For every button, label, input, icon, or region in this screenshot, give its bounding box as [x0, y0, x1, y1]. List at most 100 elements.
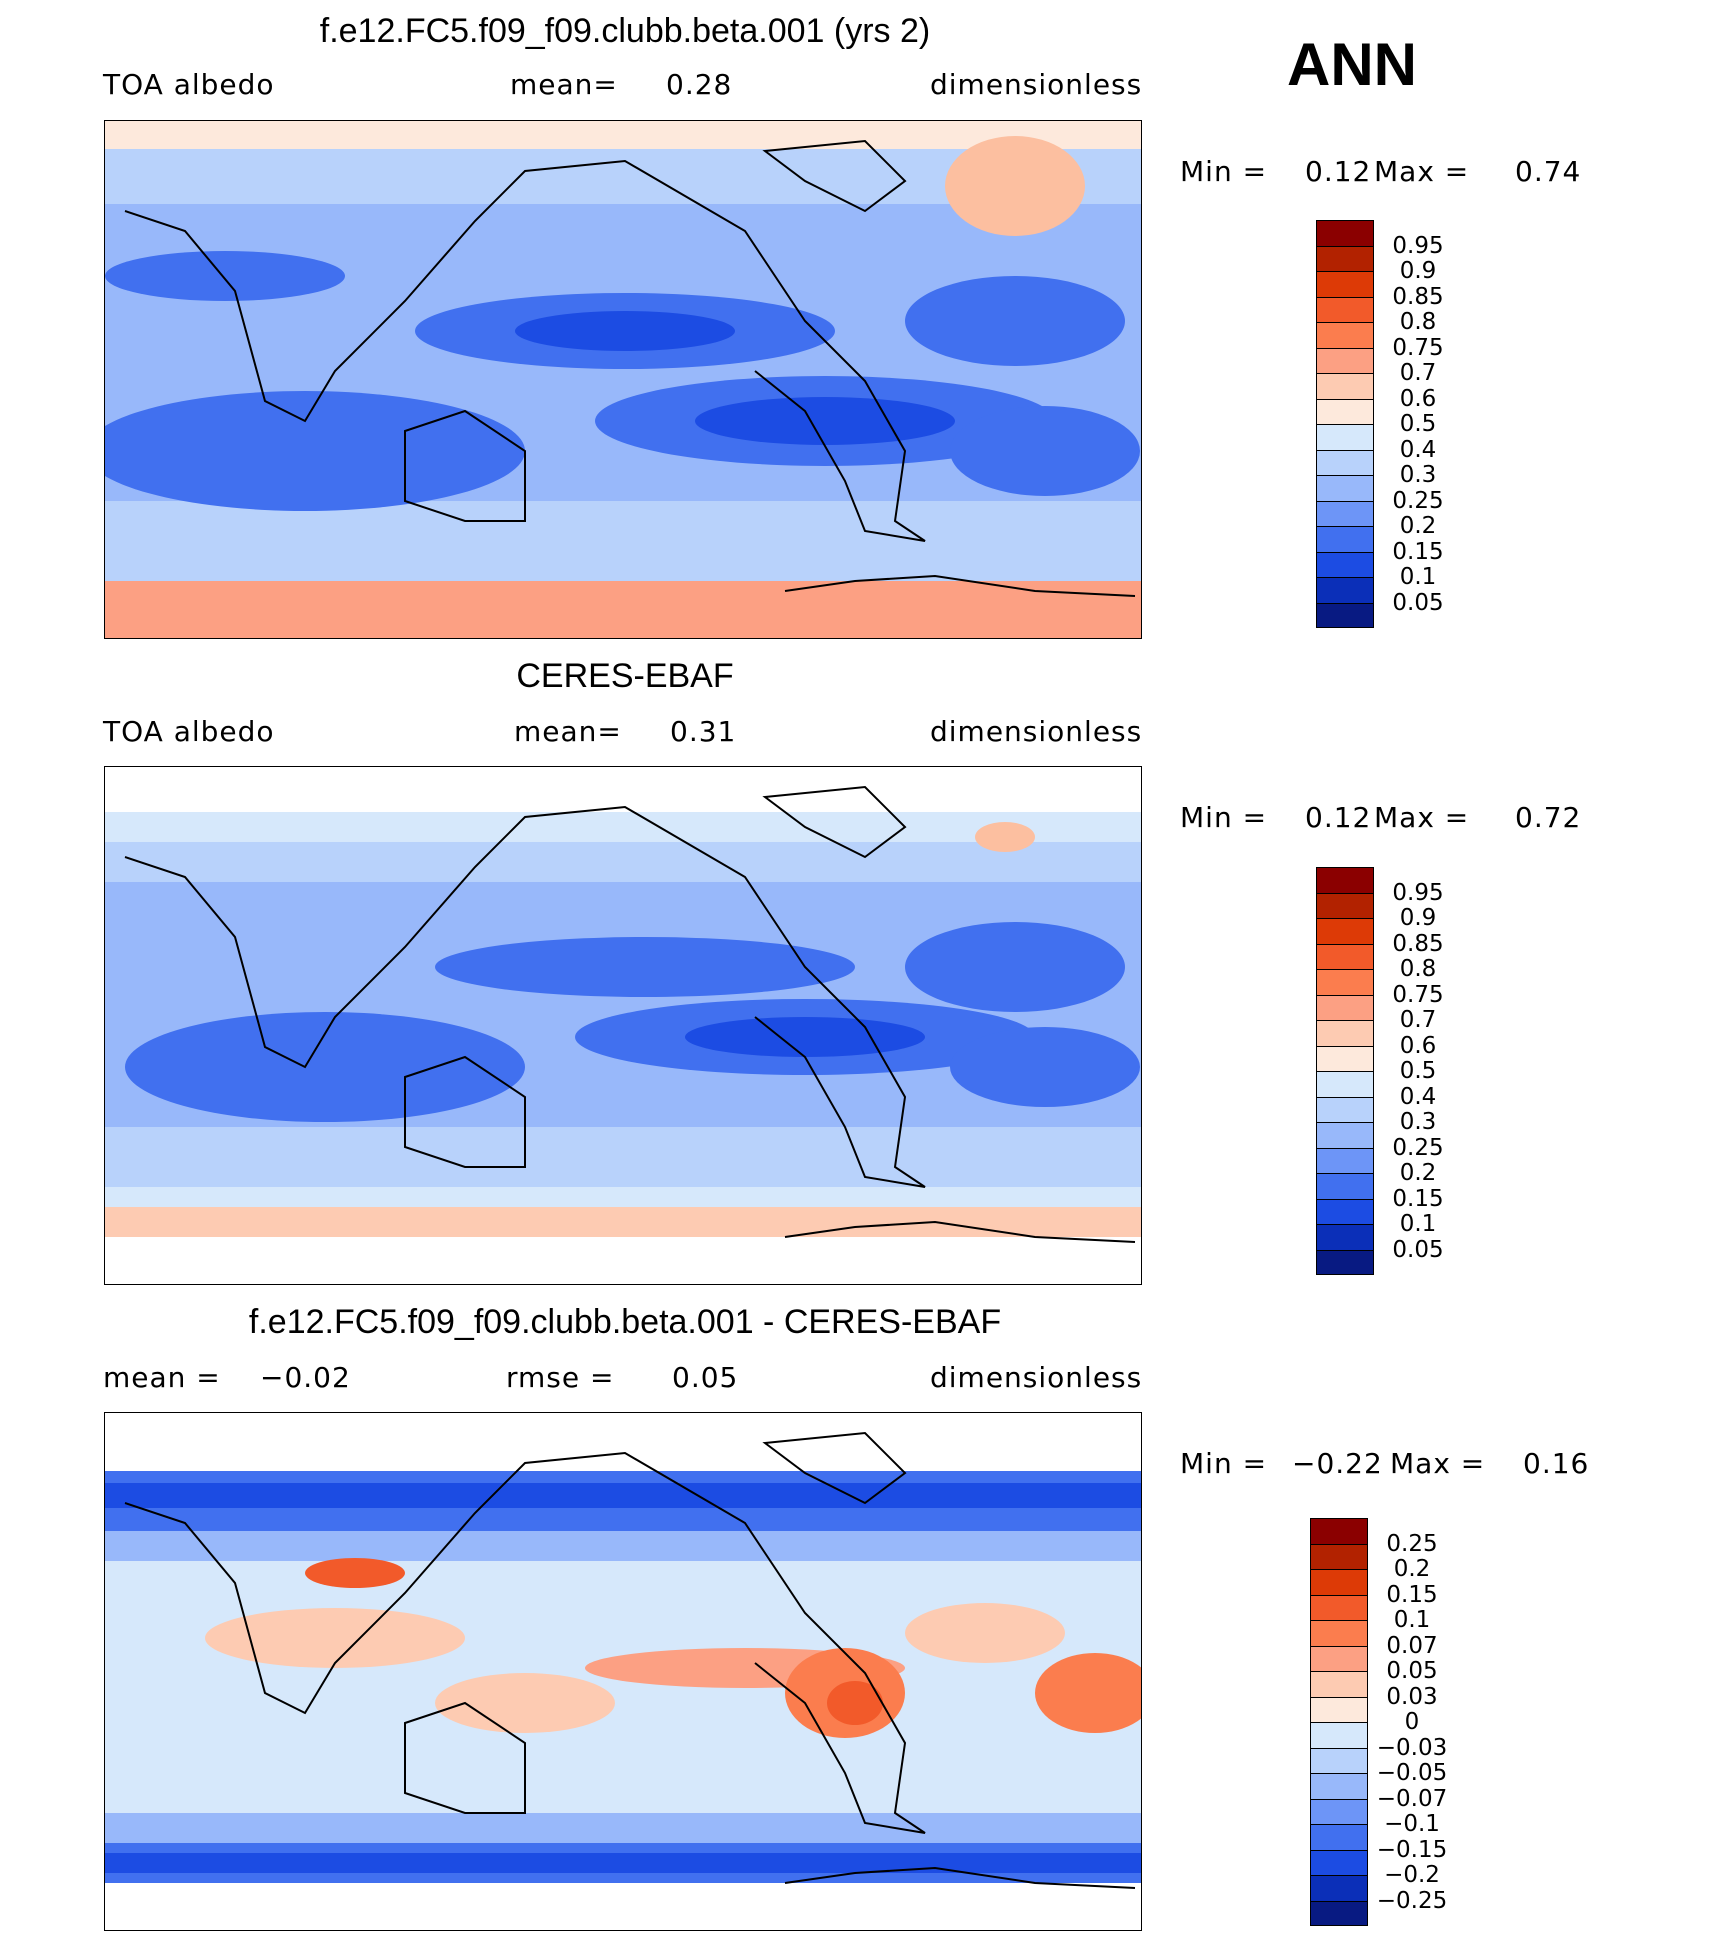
colorbar-tick-label: 0.85 — [1392, 283, 1444, 310]
panel1-min-label: Min = — [1180, 155, 1268, 188]
colorbar-tick-label: 0.6 — [1399, 385, 1437, 412]
colorbar-tick-label: 0.7 — [1399, 360, 1437, 386]
panel2-variable: TOA albedo — [103, 715, 275, 748]
colorbar-swatch — [1316, 398, 1374, 424]
colorbar-swatch — [1316, 220, 1374, 246]
panel2-title: CERES-EBAF — [516, 657, 734, 695]
colorbar-tick-label: 0.95 — [1392, 232, 1444, 259]
panel3-min-label: Min = — [1180, 1447, 1268, 1480]
colorbar-swatch — [1316, 475, 1374, 501]
colorbar-swatch — [1316, 918, 1374, 944]
colorbar-tick-label: 0.25 — [1386, 1530, 1438, 1557]
colorbar-tick-label: −0.25 — [1376, 1887, 1448, 1914]
colorbar-tick-label: 0.1 — [1399, 564, 1437, 590]
colorbar-swatch — [1310, 1773, 1368, 1799]
colorbar-swatch — [1316, 1198, 1374, 1224]
panel2-mean-label: mean= — [514, 715, 622, 748]
panel1-variable: TOA albedo — [103, 68, 275, 101]
colorbar-tick-label: 0.05 — [1386, 1658, 1438, 1684]
panel3-max-value: 0.16 — [1523, 1447, 1590, 1480]
colorbar-swatch — [1316, 322, 1374, 348]
colorbar-swatch — [1310, 1900, 1368, 1926]
colorbar-swatch — [1316, 1147, 1374, 1173]
colorbar-tick-label: −0.15 — [1376, 1836, 1448, 1863]
colorbar-swatch — [1316, 1224, 1374, 1250]
colorbar-swatch — [1316, 347, 1374, 373]
colorbar-tick-label: 0.25 — [1392, 487, 1444, 514]
colorbar-swatch — [1310, 1722, 1368, 1748]
panel2-max-value: 0.72 — [1515, 801, 1582, 834]
panel3-rmse-label: rmse = — [506, 1361, 615, 1394]
panel2-min-label: Min = — [1180, 801, 1268, 834]
panel3-max-label: Max = — [1390, 1447, 1486, 1480]
colorbar-swatch — [1316, 500, 1374, 526]
colorbar-tick-label: 0.07 — [1386, 1632, 1438, 1659]
colorbar-tick-label: 0.3 — [1399, 462, 1437, 488]
colorbar-swatch — [1310, 1620, 1368, 1646]
colorbar-tick-label: −0.05 — [1376, 1760, 1448, 1786]
panel2-max-label: Max = — [1374, 801, 1470, 834]
panel3-rmse-value: 0.05 — [672, 1361, 739, 1394]
colorbar-tick-label: 0.03 — [1386, 1683, 1438, 1710]
colorbar-tick-label: −0.07 — [1376, 1785, 1448, 1812]
colorbar-swatch — [1310, 1671, 1368, 1697]
colorbar-tick-label: 0.85 — [1392, 930, 1444, 957]
colorbar-swatch — [1316, 449, 1374, 475]
panel2-map — [104, 766, 1142, 1285]
colorbar-tick-label: 0.5 — [1399, 411, 1437, 437]
colorbar-tick-label: −0.2 — [1384, 1862, 1440, 1888]
colorbar-swatch — [1316, 526, 1374, 552]
colorbar-swatch — [1316, 969, 1374, 995]
colorbar-swatch — [1316, 1249, 1374, 1275]
colorbar-tick-label: 0.3 — [1399, 1109, 1437, 1135]
colorbar-tick-label: 0 — [1404, 1709, 1420, 1735]
panel2-units: dimensionless — [930, 715, 1143, 748]
panel2-min-value: 0.12 — [1305, 801, 1372, 834]
colorbar-tick-label: 0.5 — [1399, 1058, 1437, 1084]
colorbar-tick-label: 0.1 — [1399, 1211, 1437, 1237]
colorbar-swatch — [1316, 577, 1374, 603]
colorbar-swatch — [1310, 1645, 1368, 1671]
colorbar-tick-label: 0.4 — [1399, 1083, 1437, 1110]
colorbar-swatch — [1316, 373, 1374, 399]
panel1-max-label: Max = — [1374, 155, 1470, 188]
colorbar-swatch — [1310, 1569, 1368, 1595]
colorbar-tick-label: 0.2 — [1399, 513, 1437, 539]
colorbar-tick-label: 0.75 — [1392, 334, 1444, 361]
colorbar-tick-label: 0.15 — [1392, 538, 1444, 565]
colorbar-swatch — [1316, 867, 1374, 893]
colorbar-swatch — [1316, 424, 1374, 450]
colorbar-swatch — [1310, 1518, 1368, 1544]
colorbar-swatch — [1316, 296, 1374, 322]
colorbar-swatch — [1316, 602, 1374, 628]
colorbar-swatch — [1316, 271, 1374, 297]
panel1-units: dimensionless — [930, 68, 1143, 101]
colorbar-swatch — [1310, 1696, 1368, 1722]
colorbar-tick-label: 0.15 — [1386, 1581, 1438, 1608]
colorbar-tick-label: 0.15 — [1392, 1185, 1444, 1212]
panel3-title: f.e12.FC5.f09_f09.clubb.beta.001 - CERES… — [248, 1303, 1002, 1341]
colorbar-swatch — [1316, 1071, 1374, 1097]
colorbar-tick-label: 0.75 — [1392, 981, 1444, 1008]
colorbar-swatch — [1316, 943, 1374, 969]
colorbar-tick-label: 0.4 — [1399, 436, 1437, 463]
panel3-units: dimensionless — [930, 1361, 1143, 1394]
colorbar-swatch — [1316, 1045, 1374, 1071]
colorbar-tick-label: 0.9 — [1399, 258, 1437, 284]
panel1-mean-label: mean= — [510, 68, 618, 101]
panel3-min-value: −0.22 — [1292, 1447, 1383, 1480]
colorbar-swatch — [1310, 1543, 1368, 1569]
colorbar-tick-label: 0.05 — [1392, 589, 1444, 616]
panel2-mean-value: 0.31 — [670, 715, 737, 748]
panel1-mean-value: 0.28 — [666, 68, 733, 101]
colorbar-swatch — [1316, 1173, 1374, 1199]
colorbar-swatch — [1316, 1122, 1374, 1148]
colorbar-tick-label: 0.25 — [1392, 1134, 1444, 1161]
colorbar-tick-label: 0.1 — [1393, 1607, 1431, 1633]
colorbar-swatch — [1316, 1096, 1374, 1122]
colorbar-tick-label: 0.95 — [1392, 879, 1444, 906]
colorbar-swatch — [1310, 1594, 1368, 1620]
colorbar-swatch — [1316, 892, 1374, 918]
colorbar-swatch — [1310, 1747, 1368, 1773]
colorbar-tick-label: 0.7 — [1399, 1007, 1437, 1033]
